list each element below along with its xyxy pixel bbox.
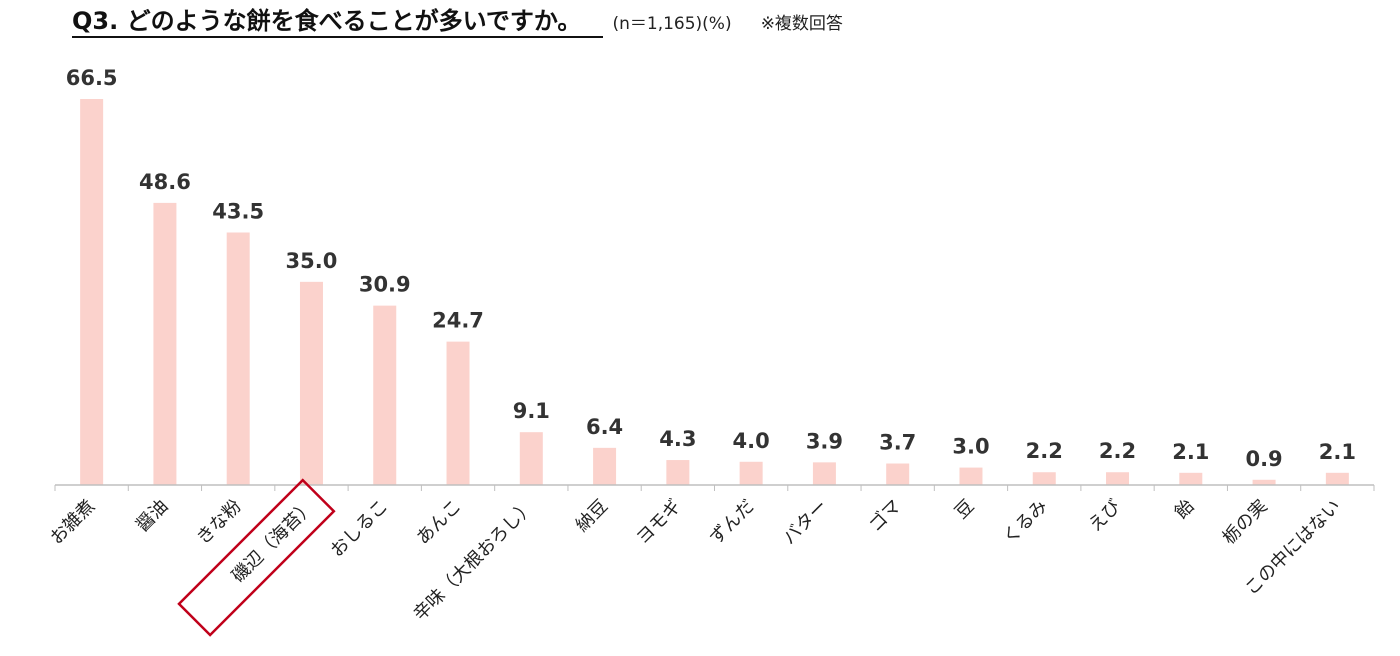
value-label: 0.9 [1245, 447, 1282, 471]
category-label: 豆 [951, 496, 979, 524]
highlight-box [177, 478, 336, 637]
category-label: 納豆 [572, 496, 612, 536]
bar [226, 232, 250, 485]
value-label: 48.6 [139, 170, 191, 194]
category-label: ゴマ [865, 496, 905, 536]
category-label: おしるこ [327, 496, 393, 562]
bar [593, 447, 617, 485]
x-axis [54, 484, 1375, 491]
value-label: 6.4 [586, 415, 623, 439]
bar [739, 461, 763, 485]
bar [153, 202, 177, 485]
bars-group [80, 99, 1349, 485]
category-label: ヨモギ [632, 496, 685, 549]
chart-header: Q3. どのような餅を食べることが多いですか。 (n＝1,165)(%) ※複数… [72, 6, 843, 40]
value-labels-group: 66.5 48.6 43.5 35.0 30.9 24.7 9.1 6.4 4.3 4.0 3.9 3… [66, 66, 1356, 471]
bar [812, 462, 836, 485]
value-label: 4.3 [659, 427, 696, 451]
category-label: 醤油 [132, 496, 172, 536]
bar [1325, 472, 1349, 485]
bar [1032, 472, 1056, 485]
value-label: 2.1 [1172, 440, 1209, 464]
bar [519, 432, 543, 485]
category-label: くるみ [999, 496, 1052, 549]
value-label: 2.2 [1026, 439, 1063, 463]
value-label: 2.1 [1319, 440, 1356, 464]
category-label: あんこ [413, 496, 466, 549]
value-label: 66.5 [66, 66, 118, 90]
category-label: えび [1085, 496, 1125, 536]
chart-title: Q3. どのような餅を食べることが多いですか。 [72, 6, 604, 38]
bar [80, 99, 104, 485]
category-label: 栃の実 [1219, 496, 1272, 549]
value-label: 3.0 [952, 435, 989, 459]
bar [1179, 472, 1203, 485]
category-label: ずんだ [706, 496, 759, 549]
category-label: きな粉 [193, 496, 246, 549]
value-label: 2.2 [1099, 439, 1136, 463]
multiple-answer-note: ※複数回答 [760, 14, 843, 34]
value-label: 9.1 [513, 399, 550, 423]
bar [1106, 472, 1130, 485]
bar [1252, 479, 1276, 485]
category-label: 辛味（大根おろし） [409, 496, 538, 625]
bar [373, 305, 397, 485]
value-label: 3.7 [879, 431, 916, 455]
value-label: 3.9 [806, 429, 843, 453]
bar [959, 467, 983, 485]
category-label: 飴 [1171, 496, 1199, 524]
sample-size: (n＝1,165)(%) [612, 14, 732, 34]
value-label: 24.7 [432, 309, 484, 333]
category-label: お雑煮 [46, 496, 99, 549]
bar [299, 281, 323, 485]
bar [446, 341, 470, 485]
value-label: 43.5 [212, 200, 264, 224]
bar [886, 463, 910, 485]
value-label: 4.0 [733, 429, 770, 453]
category-label: バター [779, 496, 832, 549]
value-label: 35.0 [286, 249, 338, 273]
value-label: 30.9 [359, 273, 411, 297]
bar [666, 460, 690, 485]
